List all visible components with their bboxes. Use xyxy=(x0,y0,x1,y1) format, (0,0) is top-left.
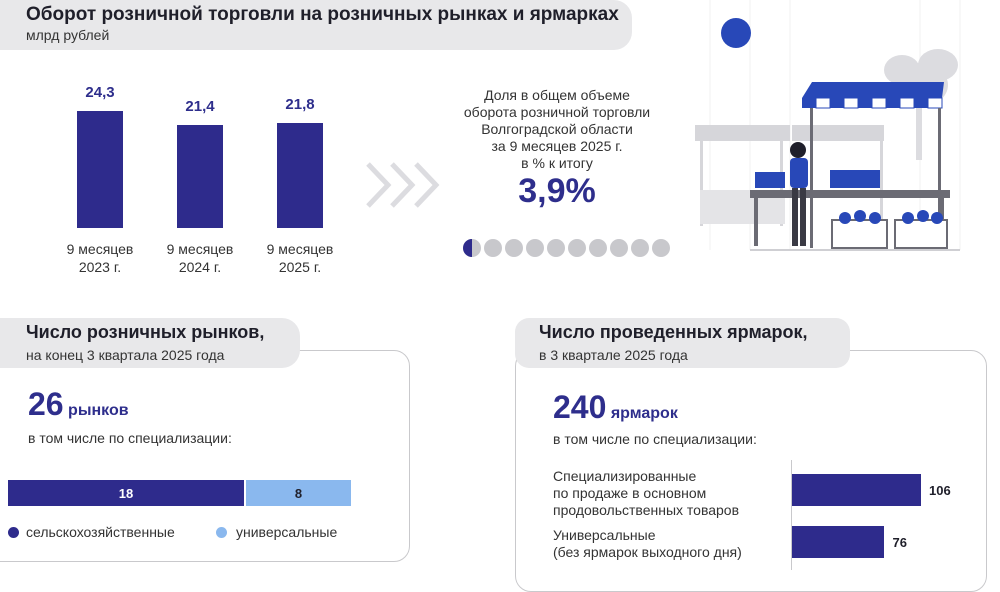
legend-dot-agricultural xyxy=(8,527,19,538)
x-tick-line: 2024 г. xyxy=(178,259,222,275)
header-pill xyxy=(0,0,632,50)
x-tick-label: 9 месяцев 2023 г. xyxy=(55,240,145,276)
bar-value-label: 21,8 xyxy=(285,96,315,114)
fairs-panel xyxy=(515,350,987,592)
bar xyxy=(177,124,223,228)
fairs-note: в том числе по специализации: xyxy=(553,431,757,447)
share-line: за 9 месяцев 2025 г. xyxy=(491,138,623,154)
legend-label-universal: универсальные xyxy=(236,524,338,540)
share-dot xyxy=(484,239,502,257)
chevron-arrows-icon xyxy=(366,162,440,208)
markets-count-row: 26 рынков xyxy=(28,386,129,423)
bar xyxy=(277,123,323,228)
share-dots xyxy=(463,239,670,257)
share-description: Доля в общем объеме оборота розничной то… xyxy=(452,87,662,172)
markets-panel xyxy=(0,350,410,562)
x-tick-label: 9 месяцев 2025 г. xyxy=(255,240,345,276)
fairs-title: Число проведенных ярмарок, xyxy=(539,322,808,342)
bar-segment-universal: 8 xyxy=(246,480,351,506)
share-dot xyxy=(526,239,544,257)
x-tick-line: 9 месяцев xyxy=(166,241,234,257)
share-dot xyxy=(568,239,586,257)
bar xyxy=(77,111,123,228)
share-dot xyxy=(547,239,565,257)
x-tick-line: 9 месяцев xyxy=(266,241,334,257)
legend-dot-universal xyxy=(216,527,227,538)
fairs-count: 240 xyxy=(553,389,607,425)
markets-header xyxy=(0,318,300,368)
share-line: оборота розничной торговли xyxy=(463,104,651,120)
category-line: (без ярмарок выходного дня) xyxy=(553,544,742,560)
markets-stacked-bar: 18 8 xyxy=(8,480,351,506)
x-tick-line: 2025 г. xyxy=(278,259,322,275)
bar-value-label: 24,3 xyxy=(85,84,115,101)
turnover-chart: 24,3 9 месяцев 2023 г. 21,4 9 месяцев 2024 г.… xyxy=(0,0,360,280)
x-tick-line: 9 месяцев xyxy=(66,241,134,257)
market-stall-illustration xyxy=(680,0,980,260)
share-line: Волгоградской области xyxy=(481,121,633,137)
markets-note: в том числе по специализации: xyxy=(28,430,232,446)
category-line: Универсальные xyxy=(553,527,656,543)
fairs-bar-specialized xyxy=(792,474,921,506)
fairs-value-specialized: 106 xyxy=(929,483,951,498)
markets-count: 26 xyxy=(28,386,64,422)
share-dot xyxy=(610,239,628,257)
segment-label: 8 xyxy=(294,485,303,501)
share-value: 3,9% xyxy=(518,172,596,210)
share-dot xyxy=(505,239,523,257)
fairs-header xyxy=(515,318,850,368)
fairs-count-row: 240 ярмарок xyxy=(553,389,678,426)
category-line: Специализированные xyxy=(553,468,697,484)
markets-subtitle: на конец 3 квартала 2025 года xyxy=(26,347,225,363)
fairs-category-1: Специализированные по продаже в основном… xyxy=(553,468,739,519)
share-dot xyxy=(589,239,607,257)
x-tick-line: 2023 г. xyxy=(78,259,122,275)
markets-title: Число розничных рынков, xyxy=(26,322,265,342)
share-dot xyxy=(631,239,649,257)
fairs-unit: ярмарок xyxy=(610,405,678,422)
category-line: по продаже в основном xyxy=(553,485,707,501)
share-dot-filled xyxy=(463,239,472,257)
page-title: Оборот розничной торговли на розничных р… xyxy=(26,4,619,25)
markets-unit: рынков xyxy=(68,402,129,419)
page-unit: млрд рублей xyxy=(26,27,110,43)
segment-label: 18 xyxy=(118,485,134,501)
bar-value-label: 21,4 xyxy=(185,97,215,115)
category-line: продовольственных товаров xyxy=(553,502,740,518)
fairs-axis-line xyxy=(791,460,792,570)
fairs-category-2: Универсальные (без ярмарок выходного дня… xyxy=(553,527,742,561)
fairs-bar-universal xyxy=(792,526,885,558)
share-dot xyxy=(652,239,670,257)
x-tick-label: 9 месяцев 2024 г. xyxy=(155,240,245,276)
share-line: в % к итогу xyxy=(521,155,593,171)
legend-label-agricultural: сельскохозяйственные xyxy=(26,524,175,540)
bar-segment-agricultural: 18 xyxy=(8,480,244,506)
fairs-subtitle: в 3 квартале 2025 года xyxy=(539,347,688,363)
fairs-value-universal: 76 xyxy=(892,535,907,550)
share-line: Доля в общем объеме xyxy=(484,87,630,103)
